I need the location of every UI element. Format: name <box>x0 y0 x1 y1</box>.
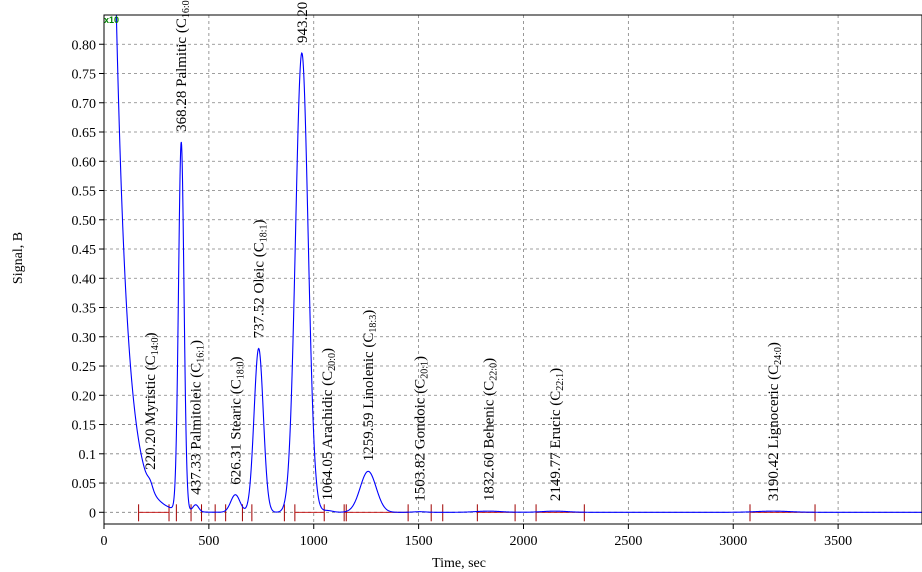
y-tick-label: 0.05 <box>72 477 97 492</box>
y-tick-label: 0.80 <box>72 38 97 53</box>
y-tick-label: 0.75 <box>72 68 97 83</box>
y-multiplier-label: x10 <box>104 15 119 25</box>
peak-label: 626.31 Stearic (C18:0) <box>228 357 246 485</box>
y-tick-label: 0.70 <box>72 97 97 112</box>
y-tick-label: 0 <box>89 506 96 521</box>
x-tick-label: 3500 <box>824 534 852 549</box>
peak-label: 2149.77 Erucic (C22:1) <box>548 368 566 501</box>
y-tick-label: 0.60 <box>72 155 97 170</box>
x-tick-label: 3000 <box>719 534 747 549</box>
y-tick-label: 0.40 <box>72 272 97 287</box>
y-tick-label: 0.45 <box>72 243 97 258</box>
x-tick-label: 1000 <box>300 534 328 549</box>
y-tick-label: 0.65 <box>72 126 97 141</box>
peak-label: 368.28 Palmitic (C16:0) <box>174 0 192 132</box>
peak-label: 1259.59 Linolenic (C18:3) <box>361 310 379 462</box>
x-tick-label: 500 <box>198 534 219 549</box>
peak-label: 943.20 Linoleic (C18:2) <box>295 0 313 43</box>
y-tick-label: 0.55 <box>72 185 97 200</box>
y-tick-label: 0.25 <box>72 360 97 375</box>
peak-label: 737.52 Oleic (C18:1) <box>252 219 270 338</box>
peak-label: 220.20 Myristic (C14:0) <box>143 333 161 470</box>
signal-trace <box>115 15 922 513</box>
x-tick-label: 2000 <box>509 534 537 549</box>
signal-line <box>115 15 922 513</box>
x-tick-label: 1500 <box>405 534 433 549</box>
peak-label: 1064.05 Arachidic (C20:0) <box>320 348 338 500</box>
plot-frame <box>103 14 922 525</box>
peak-label: 1503.82 Gondoic (C20:1) <box>412 356 430 502</box>
y-tick-label: 0.30 <box>72 331 97 346</box>
y-tick-label: 0.1 <box>79 448 97 463</box>
axes: 0 0.05 0.1 0.15 0.20 0.25 0.30 0.35 0.40 0.45 0.50… <box>72 14 922 549</box>
peak-label: 1832.60 Behenic (C22:0) <box>481 358 499 501</box>
y-tick-label: 0.15 <box>72 419 97 434</box>
x-axis-title: Time, sec <box>432 556 486 571</box>
x-tick-label: 2500 <box>614 534 642 549</box>
y-axis-title: Signal, B <box>11 232 26 284</box>
peak-label: 3190.42 Lignoceric (C24:0) <box>766 342 784 501</box>
peak-labels: 220.20 Myristic (C14:0) 368.28 Palmitic (… <box>143 0 784 502</box>
peak-label: 437.33 Palmitoleic (C16:1) <box>189 340 207 495</box>
y-tick-label: 0.20 <box>72 389 97 404</box>
y-tick-label: 0.35 <box>72 302 97 317</box>
x-tick-label: 0 <box>101 534 108 549</box>
grid <box>104 15 922 524</box>
y-tick-label: 0.50 <box>72 214 97 229</box>
